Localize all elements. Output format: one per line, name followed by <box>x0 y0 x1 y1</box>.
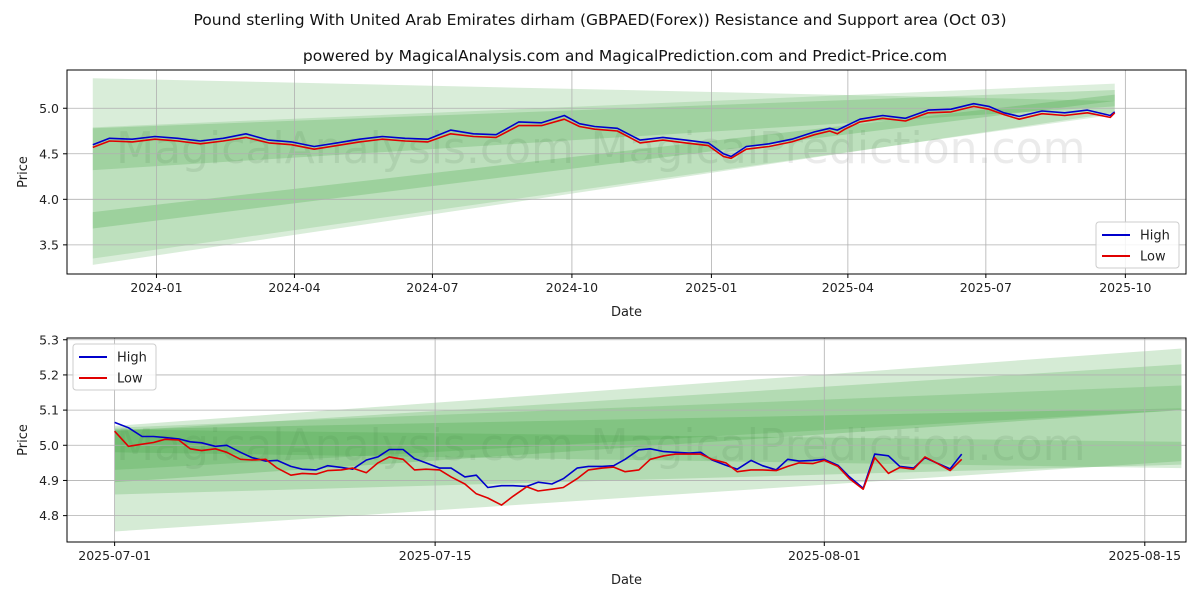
bottom-chart-panel: 2025-07-01 2025-07-15 2025-08-01 2025-08-15… <box>16 332 1187 588</box>
y-tick-label: 4.0 <box>39 192 59 207</box>
plot-frame <box>66 69 1187 275</box>
plot-frame <box>66 337 1187 543</box>
x-tick-label: 2024-04 <box>268 280 320 295</box>
x-tick-label: 2025-10 <box>1099 280 1151 295</box>
support-resistance-band <box>114 348 1182 532</box>
y-tick-label: 5.3 <box>39 332 59 347</box>
x-tick-label: 2024-01 <box>130 280 182 295</box>
support-resistance-band <box>92 94 1115 229</box>
legend-label-low: Low <box>117 372 143 387</box>
support-resistance-band <box>92 83 1115 259</box>
x-tick-label: 2025-08-01 <box>788 548 861 563</box>
y-tick-label: 4.9 <box>39 473 59 488</box>
series-line-low <box>114 430 963 506</box>
legend-label-high: High <box>1140 229 1170 244</box>
x-tick-label: 2025-07-15 <box>399 548 472 563</box>
y-tick-label: 5.1 <box>39 403 59 418</box>
y-tick-label: 5.0 <box>39 101 59 116</box>
support-resistance-band <box>92 78 1115 265</box>
series-line-high <box>92 102 1116 158</box>
series-line-high <box>114 421 963 490</box>
legend: High Low <box>72 343 157 391</box>
series-line-low <box>92 105 1116 160</box>
x-axis-label: Date <box>611 573 642 588</box>
legend-label-low: Low <box>1140 250 1166 265</box>
watermark-text: MagicalAnalysis.com <box>116 123 574 174</box>
y-tick-label: 4.8 <box>39 508 59 523</box>
support-resistance-band <box>114 385 1182 470</box>
chart-subtitle: powered by MagicalAnalysis.com and Magic… <box>303 47 947 65</box>
x-tick-label: 2025-08-15 <box>1108 548 1181 563</box>
y-tick-label: 4.5 <box>39 146 59 161</box>
y-axis-label: Price <box>16 156 31 188</box>
y-tick-label: 3.5 <box>39 237 59 252</box>
watermarks-top: MagicalAnalysis.com MagicalPrediction.com <box>116 123 1085 174</box>
y-tick-label: 5.2 <box>39 367 59 382</box>
x-tick-label: 2025-04 <box>822 280 874 295</box>
x-tick-label: 2025-07 <box>960 280 1012 295</box>
watermark-text: MagicalPrediction.com <box>591 123 1086 174</box>
top-chart-panel: 2024-01 2024-04 2024-07 2024-10 2025-01 2025-… <box>16 69 1187 320</box>
y-axis-label: Price <box>16 424 31 456</box>
x-tick-label: 2024-07 <box>406 280 458 295</box>
legend: High Low <box>1095 221 1180 269</box>
x-tick-label: 2024-10 <box>546 280 598 295</box>
y-tick-label: 5.0 <box>39 438 59 453</box>
legend-label-high: High <box>117 351 147 366</box>
x-tick-label: 2025-01 <box>685 280 737 295</box>
chart-title: Pound sterling With United Arab Emirates… <box>194 11 1007 29</box>
x-axis-label: Date <box>611 305 642 320</box>
x-tick-label: 2025-07-01 <box>78 548 151 563</box>
